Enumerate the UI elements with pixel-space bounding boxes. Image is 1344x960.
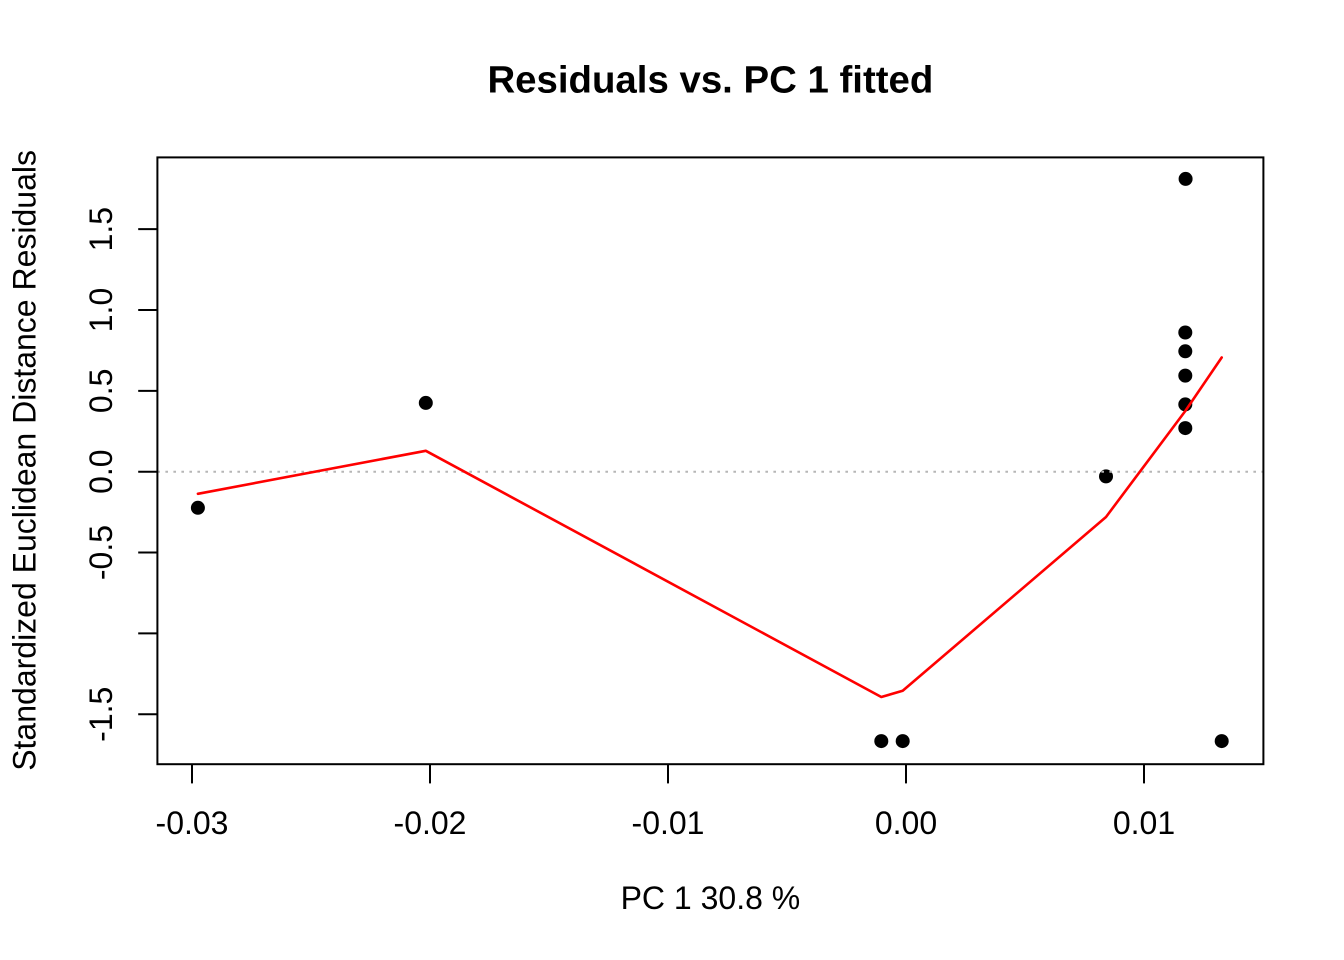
svg-text:-0.01: -0.01 (632, 805, 705, 841)
svg-text:Standardized Euclidean Distanc: Standardized Euclidean Distance Residual… (6, 150, 42, 771)
svg-text:0.0: 0.0 (83, 449, 119, 493)
svg-text:-1.5: -1.5 (83, 687, 119, 742)
svg-text:-0.03: -0.03 (156, 805, 229, 841)
svg-text:-0.02: -0.02 (394, 805, 467, 841)
svg-text:1.5: 1.5 (83, 207, 119, 251)
svg-text:PC 1 30.8 %: PC 1 30.8 % (621, 880, 801, 916)
svg-text:1.0: 1.0 (83, 288, 119, 332)
svg-text:0.00: 0.00 (875, 805, 937, 841)
svg-text:-0.5: -0.5 (83, 525, 119, 580)
svg-text:Residuals vs. PC 1 fitted: Residuals vs. PC 1 fitted (487, 59, 933, 102)
svg-text:0.01: 0.01 (1113, 805, 1175, 841)
svg-text:0.5: 0.5 (83, 369, 119, 413)
